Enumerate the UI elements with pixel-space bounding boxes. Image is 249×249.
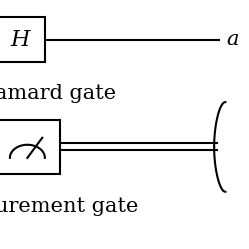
Text: amard gate: amard gate (0, 84, 116, 103)
FancyBboxPatch shape (0, 17, 45, 62)
Text: urement gate: urement gate (0, 197, 138, 216)
Text: a: a (227, 30, 239, 49)
Text: H: H (10, 29, 30, 51)
FancyBboxPatch shape (0, 120, 60, 174)
